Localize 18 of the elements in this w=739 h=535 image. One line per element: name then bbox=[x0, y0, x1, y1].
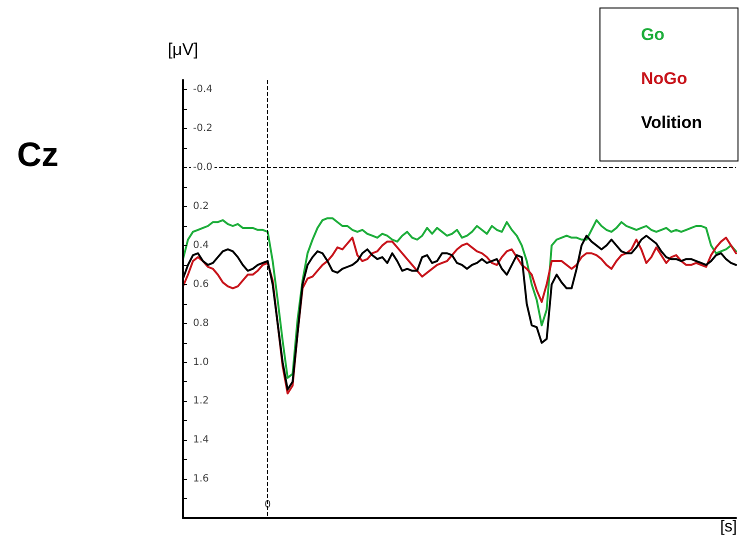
text: Cz bbox=[17, 136, 59, 174]
y-tick-label: 1.6 bbox=[193, 474, 209, 485]
y-tick-label: 1.4 bbox=[193, 434, 209, 446]
y-tick-label: 0.6 bbox=[193, 278, 209, 290]
y-tick-label: 0.4 bbox=[193, 240, 209, 251]
y-tick-label: 1.0 bbox=[193, 356, 209, 368]
text: Volition bbox=[640, 113, 702, 132]
y-tick-label: -0.0 bbox=[193, 162, 213, 174]
line-series bbox=[182, 217, 737, 379]
y-axis-title: [μV] bbox=[168, 40, 198, 59]
text: Go bbox=[640, 25, 665, 44]
y-tick-label: -0.2 bbox=[193, 123, 213, 134]
y-tick-label: -0.4 bbox=[193, 84, 213, 96]
y-tick-label: 0.2 bbox=[193, 201, 209, 212]
text: NoGo bbox=[640, 69, 688, 88]
y-tick-label: 0.8 bbox=[193, 318, 209, 329]
y-tick-label: 1.2 bbox=[193, 396, 209, 407]
x-axis-title: [s] bbox=[720, 518, 737, 535]
